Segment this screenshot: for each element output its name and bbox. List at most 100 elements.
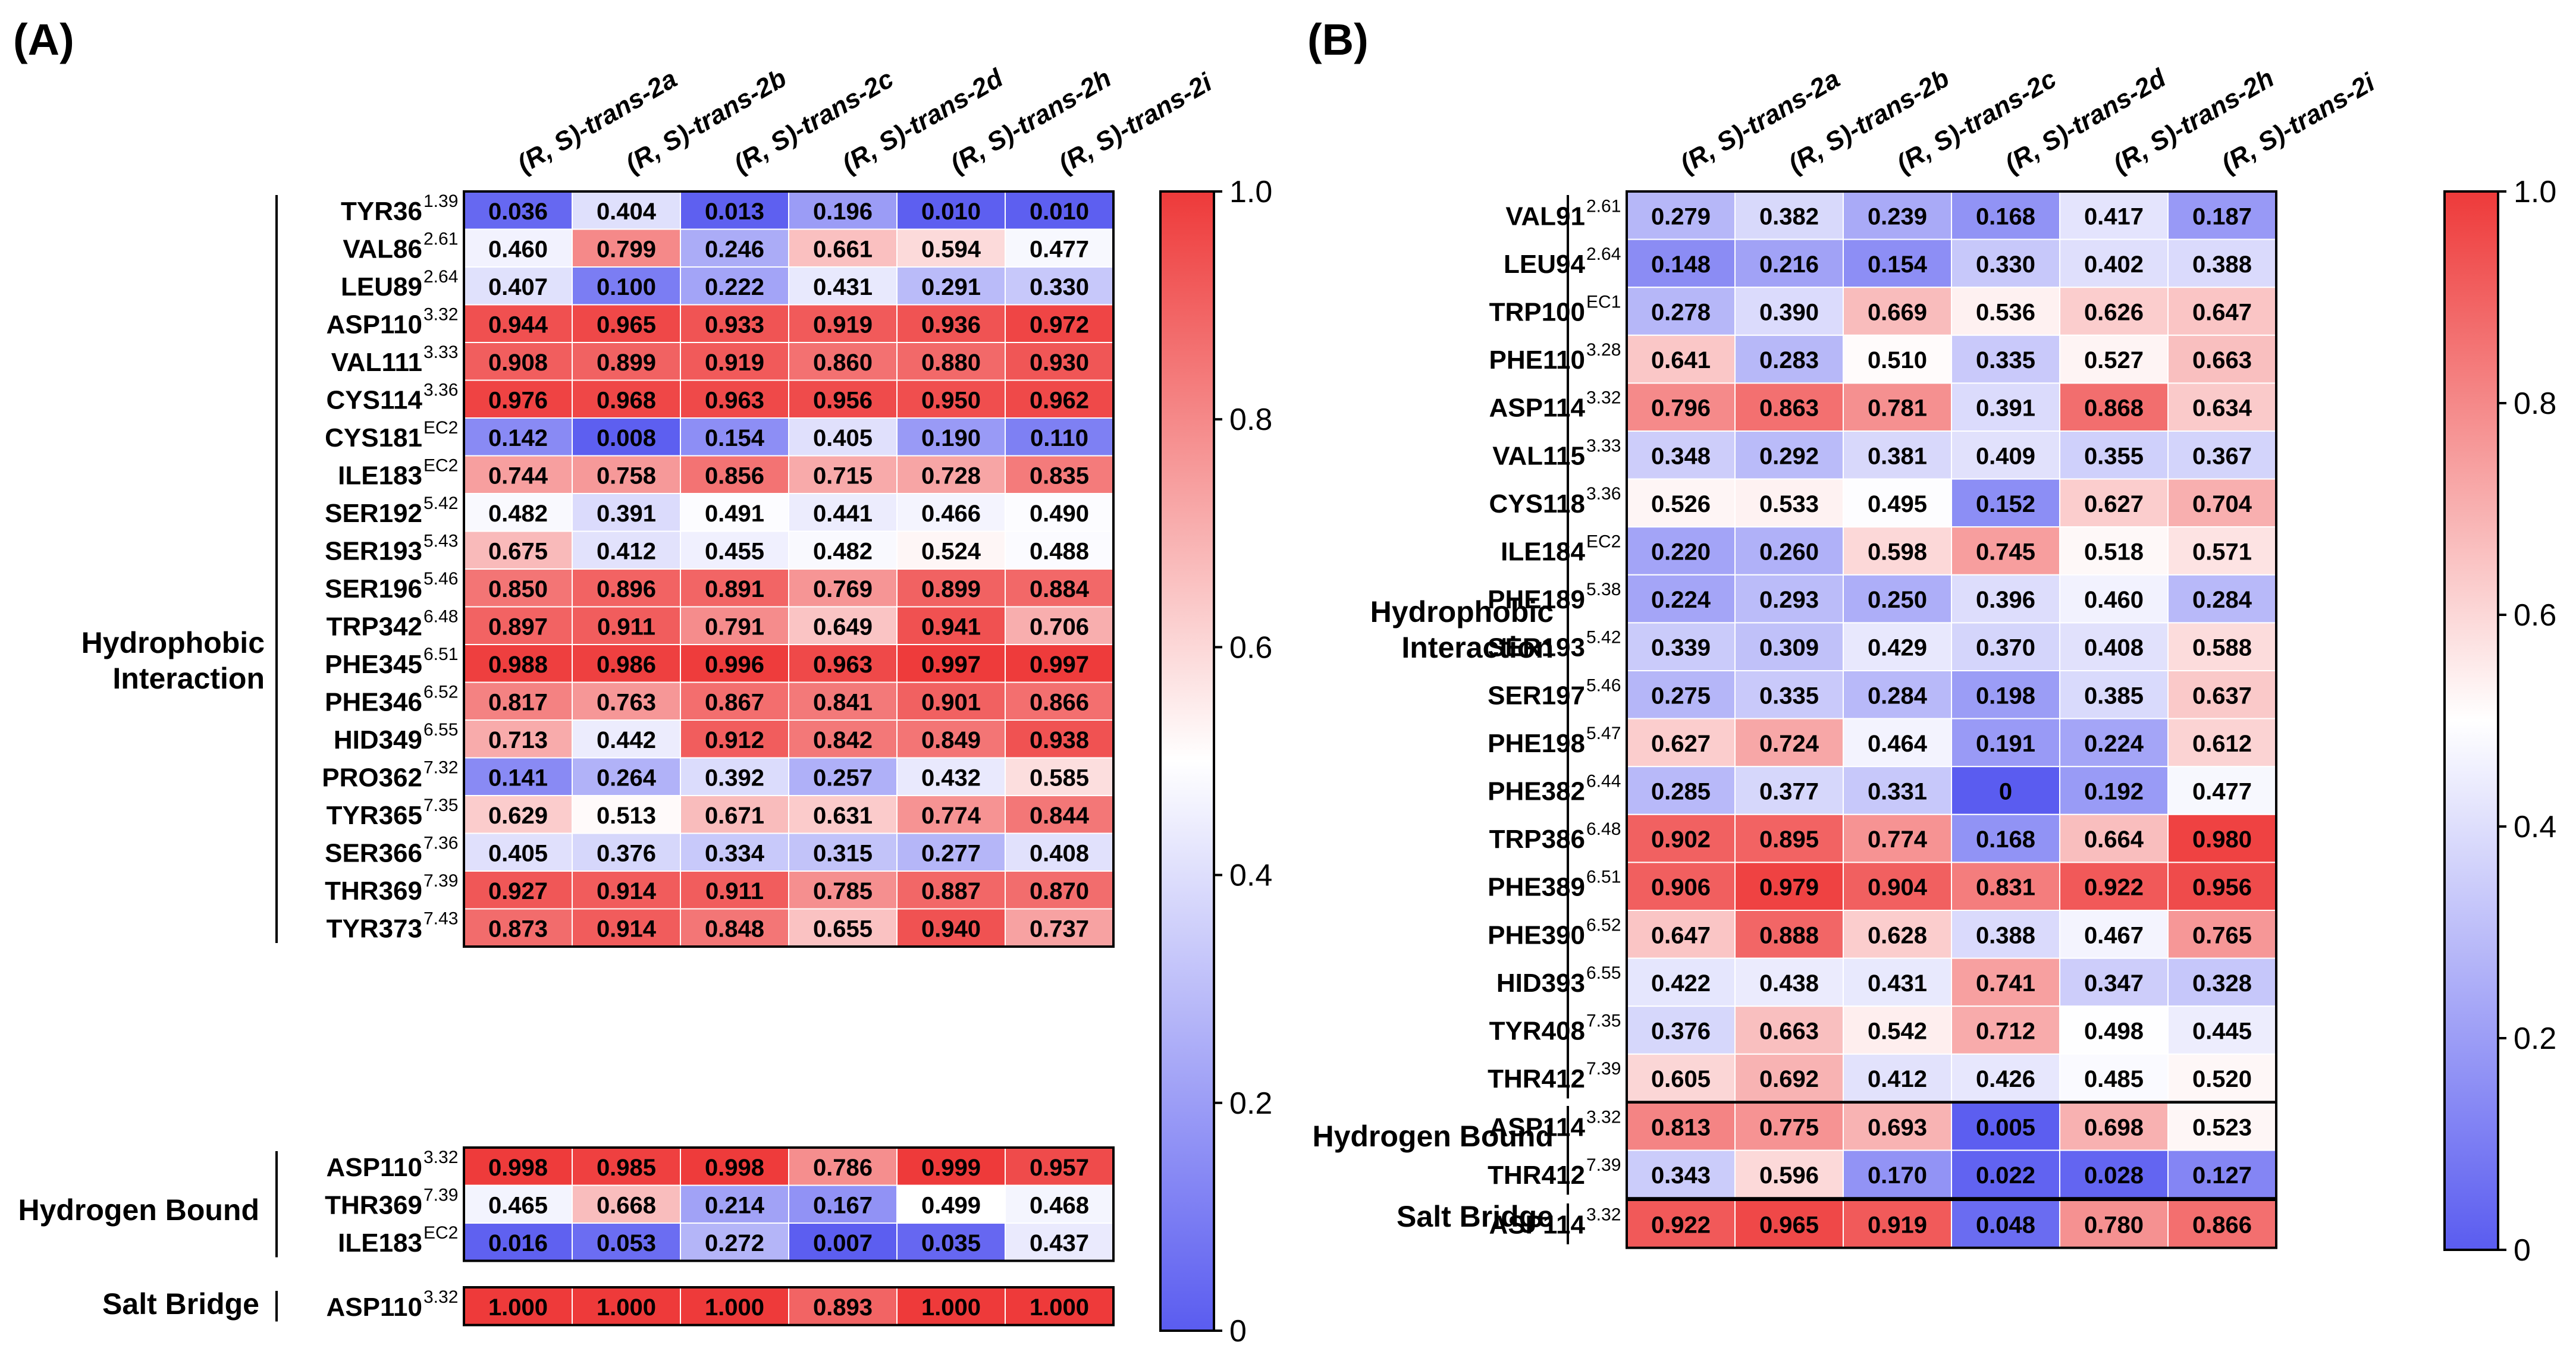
cell-value: 0.431 — [813, 274, 873, 300]
cell-value: 0.868 — [2084, 395, 2144, 422]
heatmap-cell — [680, 568, 789, 608]
cell-value: 0.897 — [488, 614, 548, 640]
cell-value: 0.010 — [1030, 199, 1089, 225]
cell-value: 0.142 — [488, 425, 548, 451]
heatmap-cell — [1734, 191, 1844, 240]
cell-value: 0.388 — [2192, 252, 2252, 278]
heatmap-cell — [463, 719, 573, 759]
heatmap-cell — [2059, 766, 2169, 815]
row-label: LEU89 — [341, 272, 422, 301]
heatmap-cell — [1951, 1199, 2060, 1249]
heatmap-cell — [1734, 910, 1844, 959]
heatmap-cell — [1951, 718, 2060, 768]
heatmap-cell — [1843, 1149, 1952, 1199]
heatmap-cell — [1951, 622, 2060, 672]
heatmap-cell — [1005, 832, 1114, 872]
colorbar-tick-label: 0.6 — [2514, 598, 2556, 633]
cell-value: 0.728 — [921, 463, 981, 489]
heatmap-cell — [2167, 910, 2277, 959]
heatmap-cell — [1843, 191, 1952, 240]
cell-value: 0.704 — [2192, 491, 2252, 517]
row-label: LEU94 — [1504, 250, 1585, 279]
row-label-superscript: 6.51 — [1586, 868, 1621, 887]
heatmap-cell — [1951, 957, 2060, 1007]
cell-value: 0.536 — [1976, 300, 2035, 326]
cell-value: 0.376 — [1651, 1019, 1711, 1045]
group-label: Hydrophobic — [81, 626, 265, 659]
heatmap-cell — [1843, 334, 1952, 384]
cell-value: 0.647 — [2192, 300, 2252, 326]
row-label: PHE382 — [1488, 777, 1585, 806]
heatmap-cell — [1734, 622, 1844, 672]
row-label: TYR36 — [341, 197, 422, 226]
cell-value: 0.841 — [813, 689, 873, 715]
heatmap-cell — [2167, 766, 2277, 815]
cell-value: 0.737 — [1030, 916, 1089, 942]
cell-value: 0.250 — [1868, 587, 1927, 613]
group-label: Salt Bridge — [102, 1287, 259, 1321]
heatmap-cell — [1734, 430, 1844, 480]
heatmap-cell — [1951, 334, 2060, 384]
cell-value: 0.224 — [1651, 587, 1711, 613]
row-label-superscript: 5.42 — [1586, 628, 1621, 648]
row-label: TYR373 — [327, 914, 422, 943]
row-label: PHE345 — [325, 650, 422, 679]
cell-value: 0.976 — [488, 387, 548, 413]
cell-value: 0.460 — [2084, 587, 2144, 613]
heatmap-cell — [1626, 957, 1736, 1007]
heatmap-cell — [1626, 910, 1736, 959]
cell-value: 0.675 — [488, 538, 548, 564]
heatmap-cell — [1005, 1184, 1114, 1224]
heatmap-cell — [2167, 1102, 2277, 1151]
cell-value: 0.887 — [921, 878, 981, 904]
colorbar-tick-label: 0.2 — [1229, 1086, 1272, 1121]
heatmap-cell — [1626, 526, 1736, 576]
heatmap-cell — [788, 1147, 898, 1186]
cell-value: 0.663 — [2192, 347, 2252, 373]
heatmap-cell — [1951, 1005, 2060, 1055]
cell-value: 0.884 — [1030, 576, 1090, 602]
cell-value: 0.510 — [1868, 347, 1927, 373]
cell-value: 0.880 — [921, 350, 981, 376]
heatmap-cell — [788, 908, 898, 947]
heatmap-cell — [1951, 910, 2060, 959]
heatmap-cell — [572, 757, 681, 796]
cell-value: 0.412 — [597, 538, 656, 564]
cell-value: 0.927 — [488, 878, 548, 904]
heatmap-cell — [680, 870, 789, 910]
row-label: TYR408 — [1489, 1017, 1585, 1046]
heatmap-cell — [680, 606, 789, 645]
row-label-superscript: 7.39 — [1586, 1059, 1621, 1079]
cell-value: 0.850 — [488, 576, 548, 602]
cell-value: 0.866 — [1030, 689, 1089, 715]
heatmap-cell — [1951, 430, 2060, 480]
cell-value: 0.988 — [488, 652, 548, 678]
cell-value: 0.631 — [813, 803, 873, 829]
heatmap-cell — [2167, 622, 2277, 672]
cell-value: 0.813 — [1651, 1114, 1711, 1140]
heatmap-cell — [680, 757, 789, 796]
panel-label: (A) — [13, 15, 74, 64]
heatmap-cell — [1734, 574, 1844, 624]
cell-value: 0.335 — [1976, 347, 2035, 373]
cell-value: 0.468 — [1030, 1192, 1089, 1218]
heatmap-cell — [2059, 191, 2169, 240]
heatmap-cell — [1005, 530, 1114, 570]
heatmap-cell — [680, 1184, 789, 1224]
cell-value: 0.309 — [1759, 635, 1819, 661]
heatmap-cell — [1843, 478, 1952, 528]
row-label-superscript: 3.32 — [1586, 388, 1621, 408]
colorbar — [2443, 190, 2499, 1251]
cell-value: 0.663 — [1759, 1019, 1819, 1045]
cell-value: 0.641 — [1651, 347, 1711, 373]
row-label: VAL86 — [343, 234, 422, 263]
cell-value: 0.499 — [921, 1192, 981, 1218]
group-label: Interaction — [112, 662, 265, 695]
cell-value: 0.941 — [921, 614, 981, 640]
cell-value: 0.791 — [705, 614, 764, 640]
cell-value: 0.786 — [813, 1155, 873, 1181]
cell-value: 0.390 — [1759, 300, 1819, 326]
cell-value: 0.774 — [921, 803, 981, 829]
cell-value: 0.972 — [1030, 312, 1089, 338]
heatmap-cell — [2059, 813, 2169, 863]
